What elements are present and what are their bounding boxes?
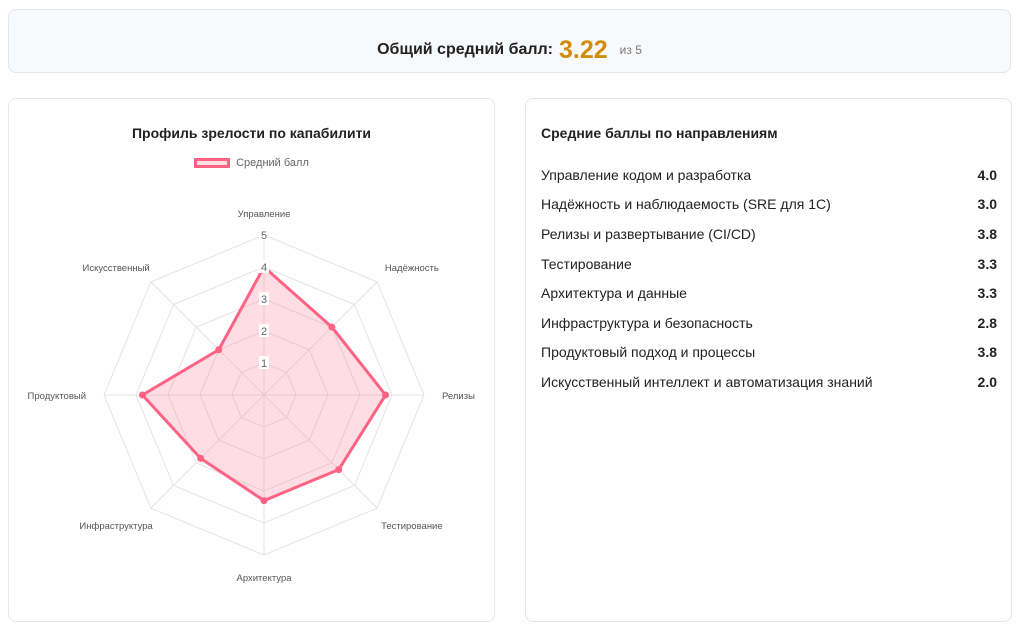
scores-card: Средние баллы по направлениям Управление… xyxy=(525,98,1012,622)
grid-spoke xyxy=(150,394,265,509)
score-value: 2.8 xyxy=(977,314,997,331)
score-row: Управление кодом и разработка 4.0 xyxy=(541,160,997,190)
data-point xyxy=(260,497,268,505)
category-label: Продуктовый xyxy=(28,391,86,402)
overall-score-label: Общий средний балл: xyxy=(377,41,553,58)
tick-label-bg xyxy=(259,292,269,305)
score-value: 2.0 xyxy=(977,373,997,390)
score-row: Надёжность и наблюдаемость (SRE для 1С) 3… xyxy=(541,190,997,220)
score-row: Архитектура и данные 3.3 xyxy=(541,278,997,308)
data-point xyxy=(335,466,343,474)
score-label: Тестирование xyxy=(541,255,632,272)
radar-chart: 1 2 3 4 5 Управление Надёжность Релизы Тестирова… xyxy=(28,209,476,584)
data-point xyxy=(215,346,223,354)
score-row: Релизы и развертывание (CI/CD) 3.8 xyxy=(541,219,997,249)
grid-spoke xyxy=(263,394,378,509)
tick-label: 1 xyxy=(261,358,267,370)
overall-score-scale: из 5 xyxy=(619,43,642,57)
score-label: Инфраструктура и безопасность xyxy=(541,314,753,331)
score-label: Надёжность и наблюдаемость (SRE для 1С) xyxy=(541,196,831,213)
score-value: 3.3 xyxy=(977,285,997,302)
score-value: 4.0 xyxy=(977,166,997,183)
score-value: 3.8 xyxy=(977,344,997,361)
scores-list: Управление кодом и разработка 4.0 Надёжнос… xyxy=(541,160,997,397)
tick-label: 3 xyxy=(261,294,267,306)
score-label: Управление кодом и разработка xyxy=(541,166,752,183)
grid-spoke xyxy=(150,281,265,396)
score-value: 3.3 xyxy=(977,255,997,272)
category-label: Искусственный xyxy=(83,263,150,274)
legend-swatch xyxy=(194,158,231,168)
score-label: Продуктовый подход и процессы xyxy=(541,344,756,361)
data-point xyxy=(197,454,205,462)
score-label: Релизы и развертывание (CI/CD) xyxy=(541,225,756,242)
score-row: Тестирование 3.3 xyxy=(541,249,997,279)
category-label: Архитектура xyxy=(236,573,292,584)
score-row: Продуктовый подход и процессы 3.8 xyxy=(541,338,997,368)
category-label: Надёжность xyxy=(385,263,439,274)
category-label: Инфраструктура xyxy=(79,521,153,532)
category-label: Тестирование xyxy=(381,521,443,532)
chart-title: Профиль зрелости по капабилити xyxy=(131,125,372,141)
grid-spoke xyxy=(263,281,378,396)
category-label: Релизы xyxy=(442,391,475,402)
score-value: 3.0 xyxy=(977,196,997,213)
legend-label: Средний балл xyxy=(236,157,309,169)
tick-label: 4 xyxy=(261,262,267,274)
chart-legend[interactable]: Средний балл xyxy=(9,157,494,169)
tick-label-bg xyxy=(259,324,269,337)
overall-score-value: 3.22 xyxy=(559,35,608,64)
overall-score-banner: Общий средний балл: 3.22 из 5 xyxy=(8,9,1011,73)
score-value: 3.8 xyxy=(977,225,997,242)
score-row: Инфраструктура и безопасность 2.8 xyxy=(541,308,997,338)
radar-chart-card: 1 2 3 4 5 Управление Надёжность Релизы Тестирова… xyxy=(8,98,495,622)
tick-label-bg xyxy=(259,228,269,241)
scores-title: Средние баллы по направлениям xyxy=(541,125,778,141)
data-point xyxy=(382,391,390,399)
score-row: Искусственный интеллект и автоматизация … xyxy=(541,367,997,397)
score-label: Архитектура и данные xyxy=(541,285,687,302)
tick-label: 5 xyxy=(261,230,267,242)
tick-label-bg xyxy=(259,260,269,273)
score-label: Искусственный интеллект и автоматизация … xyxy=(541,373,873,390)
data-point xyxy=(138,391,146,399)
data-point xyxy=(328,323,336,331)
tick-label: 2 xyxy=(261,326,267,338)
tick-label-bg xyxy=(259,356,269,369)
category-label: Управление xyxy=(238,209,291,220)
